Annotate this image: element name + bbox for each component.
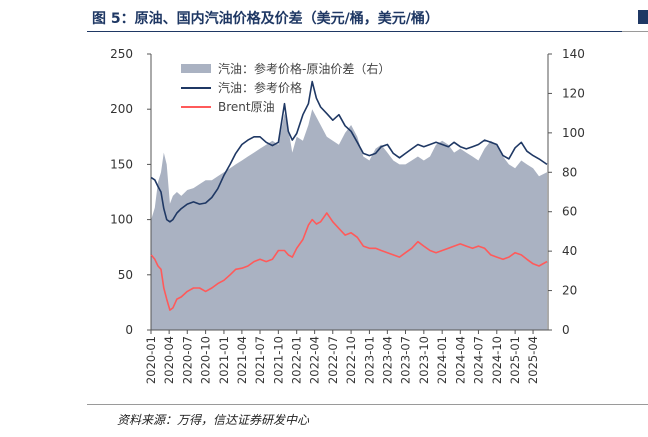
x-tick-label: 2020-01 (144, 336, 158, 384)
x-tick-label: 2023-01 (362, 336, 376, 384)
x-tick-label: 2022-10 (344, 336, 358, 384)
x-tick-label: 2023-07 (399, 336, 413, 384)
figure-title: 图 5：原油、国内汽油价格及价差（美元/桶，美元/桶） (92, 11, 439, 27)
spread-area-layer (151, 109, 547, 330)
y-left-tick-label: 50 (118, 268, 133, 282)
title-rule (87, 31, 622, 32)
x-tick-label: 2024-04 (453, 336, 467, 384)
x-tick-label: 2022-04 (308, 336, 322, 384)
y-left-tick-label: 100 (110, 213, 133, 227)
axes-layer: 0 50 100 150 200 250 0 20 40 60 80 100 120 140 2020-01… (110, 47, 585, 384)
legend-label-gasoline: 汽油：参考价格 (218, 80, 302, 95)
adjacent-title-rule (622, 31, 648, 32)
x-tick-label: 2020-10 (199, 336, 213, 384)
y-right-tick-label: 20 (562, 284, 577, 298)
x-tick-label: 2023-10 (417, 336, 431, 384)
y-left-tick-label: 250 (110, 47, 133, 61)
y-right-tick-label: 0 (562, 323, 570, 337)
legend: 汽油：参考价格-原油价差（右） 汽油：参考价格 Brent原油 (181, 61, 390, 114)
brent-line (150, 212, 548, 311)
legend-label-brent: Brent原油 (218, 100, 275, 114)
x-tick-label: 2020-07 (180, 336, 194, 384)
x-tick-label: 2022-07 (326, 336, 340, 384)
y-right-tick-label: 120 (562, 86, 585, 100)
x-tick-label: 2024-01 (435, 336, 449, 384)
x-tick-label: 2021-07 (253, 336, 267, 384)
x-tick-label: 2022-01 (290, 336, 304, 384)
x-tick-label: 2020-04 (162, 336, 176, 384)
legend-label-spread: 汽油：参考价格-原油价差（右） (218, 61, 390, 76)
x-tick-label: 2025-01 (508, 336, 522, 384)
y-left-tick-label: 150 (110, 157, 133, 171)
legend-swatch-spread (181, 64, 211, 73)
lines-layer (150, 80, 548, 311)
adjacent-source-rule (622, 404, 648, 405)
x-tick-label: 2021-10 (271, 336, 285, 384)
y-right-tick-label: 140 (562, 47, 585, 61)
source-rule (87, 404, 622, 405)
x-tick-label: 2021-01 (217, 336, 231, 384)
y-right-tick-label: 60 (562, 205, 577, 219)
x-tick-label: 2024-10 (490, 336, 504, 384)
y-right-tick-label: 80 (562, 165, 577, 179)
y-left-tick-label: 0 (125, 323, 133, 337)
gasoline-line (150, 80, 548, 223)
x-tick-label: 2023-04 (380, 336, 394, 384)
adjacent-figure-marker (638, 10, 648, 24)
y-right-tick-label: 40 (562, 244, 577, 258)
y-left-tick-label: 200 (110, 102, 133, 116)
spread-area (151, 109, 547, 330)
y-right-tick-label: 100 (562, 126, 585, 140)
source-note: 资料来源：万得，信达证券研发中心 (117, 413, 310, 427)
x-tick-label: 2024-07 (471, 336, 485, 384)
x-tick-label: 2025-04 (526, 336, 540, 384)
x-tick-label: 2021-04 (235, 336, 249, 384)
